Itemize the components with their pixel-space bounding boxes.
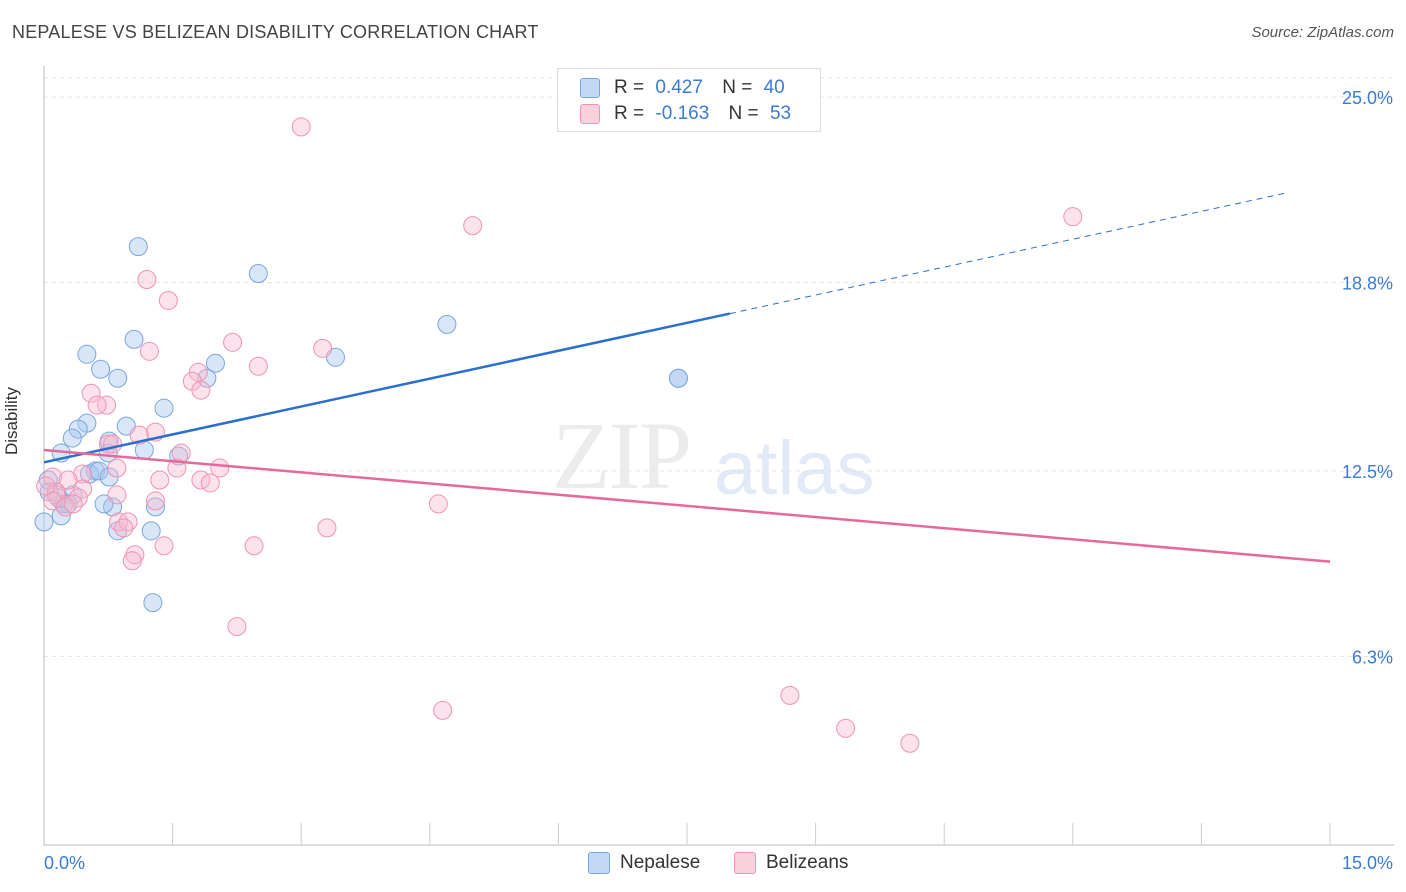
data-point-belizeans	[36, 476, 56, 496]
legend-n-label: N =	[728, 103, 759, 124]
y-tick-label: 6.3%	[1352, 648, 1393, 668]
y-tick-label: 25.0%	[1342, 88, 1393, 108]
data-point-nepalese	[248, 264, 268, 284]
data-point-nepalese	[62, 428, 82, 448]
data-point-nepalese	[154, 398, 174, 418]
data-point-belizeans	[107, 485, 127, 505]
data-point-belizeans	[313, 338, 333, 358]
data-point-belizeans	[428, 494, 448, 514]
y-tick-label: 12.5%	[1342, 462, 1393, 482]
data-point-belizeans	[145, 491, 165, 511]
data-point-belizeans	[463, 216, 483, 236]
data-point-nepalese	[91, 359, 111, 379]
trend-lines	[43, 192, 1331, 563]
data-point-belizeans	[200, 473, 220, 493]
data-point-belizeans	[87, 395, 107, 415]
trend-line-nepalese	[43, 312, 731, 464]
data-point-belizeans	[244, 536, 264, 556]
trend-line-nepalese-extension	[729, 192, 1288, 315]
chart-title: NEPALESE VS BELIZEAN DISABILITY CORRELAT…	[12, 22, 539, 42]
data-point-belizeans	[227, 617, 247, 637]
legend-r-label: R =	[614, 77, 645, 98]
data-point-belizeans	[210, 458, 230, 478]
data-point-belizeans	[103, 434, 123, 454]
data-point-belizeans	[107, 458, 127, 478]
legend-swatch-nepalese	[588, 852, 610, 874]
legend-label-belizeans: Belizeans	[766, 852, 849, 873]
x-tick-label: 15.0%	[1342, 853, 1393, 873]
data-point-belizeans	[191, 380, 211, 400]
data-point-nepalese	[145, 497, 165, 517]
data-point-nepalese	[124, 329, 144, 349]
legend-swatch-belizeans	[580, 104, 600, 124]
legend-swatch-belizeans	[734, 852, 756, 874]
data-point-belizeans	[55, 497, 75, 517]
data-point-nepalese	[108, 368, 128, 388]
legend-r-label: R =	[614, 103, 645, 124]
trend-line-belizeans	[43, 448, 1331, 563]
correlation-legend: R = 0.427 N = 40 R = -0.163 N = 53	[557, 68, 821, 132]
data-point-nepalese	[141, 521, 161, 541]
legend-r-value-belizeans: -0.163	[655, 103, 710, 124]
data-point-belizeans	[317, 518, 337, 538]
data-point-belizeans	[154, 536, 174, 556]
data-point-belizeans	[158, 290, 178, 310]
y-tick-label: 18.8%	[1342, 274, 1393, 294]
data-point-belizeans	[1063, 207, 1083, 227]
source-credit: Source: ZipAtlas.com	[1251, 24, 1394, 41]
data-point-belizeans	[58, 470, 78, 490]
data-point-belizeans	[248, 356, 268, 376]
x-tick-label: 0.0%	[44, 853, 85, 873]
legend-swatch-nepalese	[580, 78, 600, 98]
watermark-zip: ZIP	[552, 402, 692, 509]
data-point-belizeans	[137, 270, 157, 290]
data-point-nepalese	[668, 368, 688, 388]
axes	[43, 66, 1394, 846]
legend-r-value-nepalese: 0.427	[655, 77, 703, 98]
data-point-nepalese	[34, 512, 54, 532]
data-point-belizeans	[836, 718, 856, 738]
data-point-belizeans	[73, 464, 93, 484]
legend-n-value-belizeans: 53	[769, 103, 792, 124]
data-point-belizeans	[223, 332, 243, 352]
tick-labels: 6.3% 12.5% 18.8% 25.0% 0.0% 15.0%	[44, 88, 1393, 873]
grid-lines	[44, 77, 1394, 658]
legend-label-nepalese: Nepalese	[620, 852, 701, 873]
data-point-belizeans	[167, 458, 187, 478]
data-point-nepalese	[51, 506, 71, 526]
legend-n-value-nepalese: 40	[763, 77, 785, 98]
data-point-nepalese	[143, 593, 163, 613]
data-point-belizeans	[433, 700, 453, 720]
data-point-nepalese	[205, 353, 225, 373]
data-point-belizeans	[73, 479, 93, 499]
data-point-belizeans	[900, 733, 920, 753]
data-point-belizeans	[114, 518, 134, 538]
data-point-nepalese	[128, 237, 148, 257]
data-point-nepalese	[437, 314, 457, 334]
data-point-belizeans	[780, 685, 800, 705]
data-point-belizeans	[122, 551, 142, 571]
series-belizeans	[36, 117, 1083, 753]
data-point-belizeans	[81, 383, 101, 403]
data-point-belizeans	[63, 494, 83, 514]
legend-n-label: N =	[722, 77, 753, 98]
watermark-atlas: atlas	[714, 426, 875, 511]
data-point-nepalese	[77, 344, 97, 364]
data-point-belizeans	[291, 117, 311, 137]
data-point-belizeans	[150, 470, 170, 490]
data-point-belizeans	[139, 341, 159, 361]
